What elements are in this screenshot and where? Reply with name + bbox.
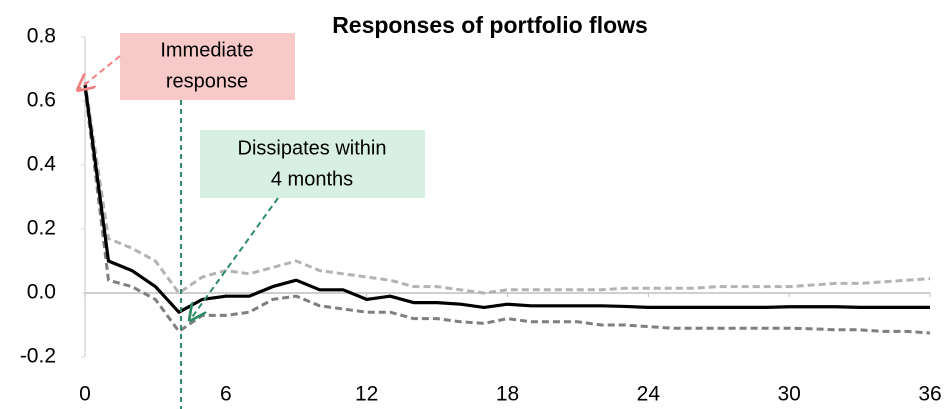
x-tick-label: 24 (637, 383, 661, 406)
y-tick-label: 0.6 (27, 89, 56, 112)
x-tick-label: 12 (355, 383, 378, 406)
annotation-box (200, 130, 425, 198)
x-tick-label: 18 (496, 383, 519, 406)
annotation-text: 4 months (271, 168, 353, 190)
x-tick-label: 36 (918, 383, 941, 406)
y-tick-label: 0.8 (27, 25, 56, 48)
annotation-box (120, 33, 295, 100)
y-tick-label: 0.2 (27, 217, 56, 240)
y-tick-label: -0.2 (20, 345, 56, 368)
annotation-text: Immediate (160, 39, 253, 61)
y-tick-label: 0.4 (27, 153, 57, 176)
x-tick-label: 6 (220, 383, 232, 406)
annotation-arrow (190, 197, 279, 320)
y-tick-label: 0.0 (27, 281, 56, 304)
chart-title: Responses of portfolio flows (332, 12, 648, 38)
annotation-text: Dissipates within (238, 137, 387, 159)
series-line (83, 84, 930, 314)
annotation-arrow (78, 55, 121, 90)
plot-area: -0.2 0.0 0.2 0.4 0.6 0.8 0 6 12 18 24 30 36 (20, 25, 942, 406)
series-line (83, 88, 931, 335)
x-tick-label: 0 (79, 383, 91, 406)
annotation-text: response (166, 70, 248, 92)
x-tick-label: 30 (777, 383, 800, 406)
series-line (83, 81, 931, 295)
